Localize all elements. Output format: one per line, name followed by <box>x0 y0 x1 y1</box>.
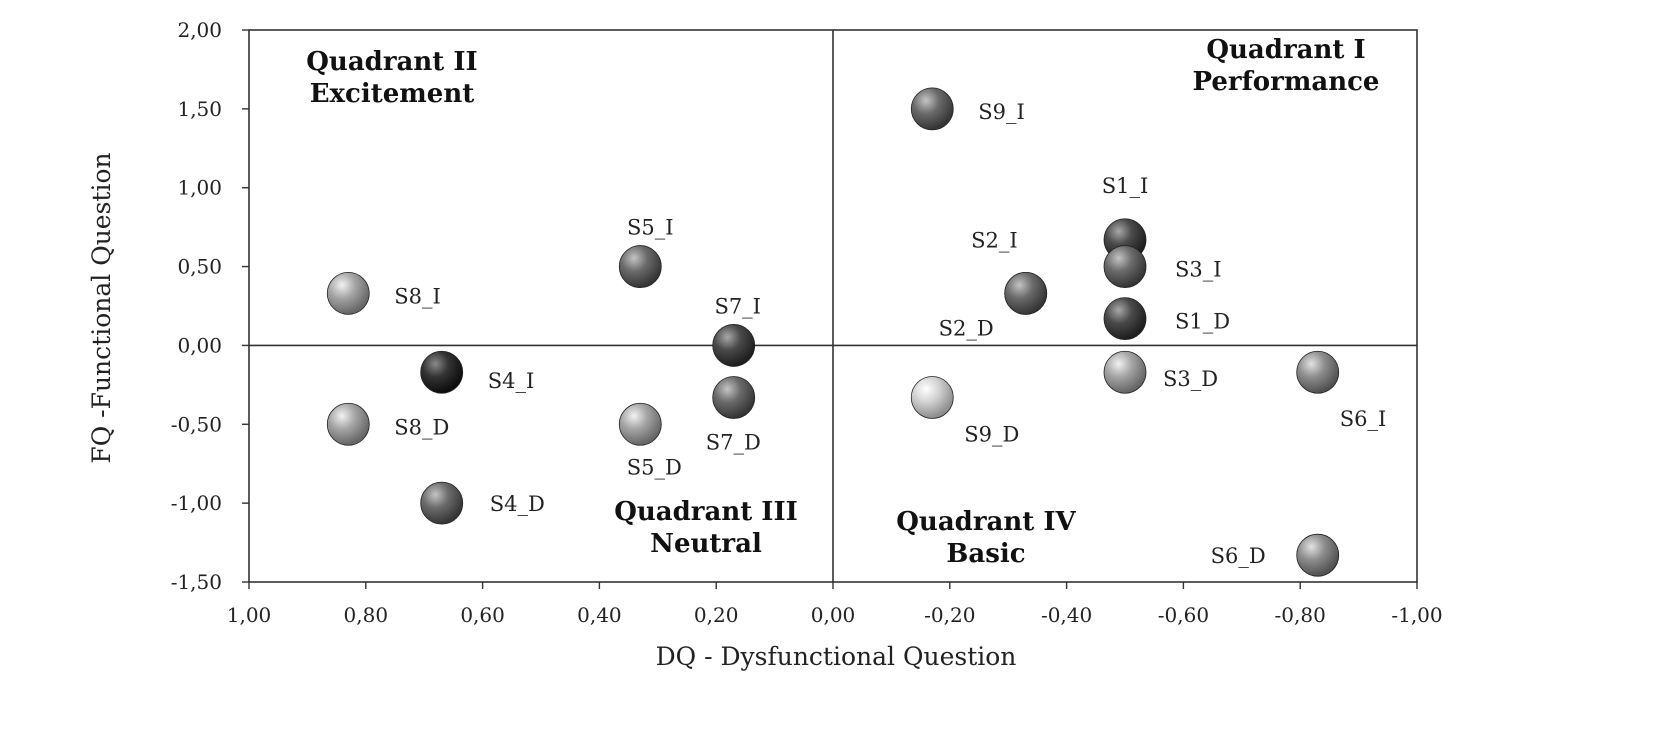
point-s5-d <box>618 402 662 446</box>
point-label-s2-d: S2_D <box>939 316 994 340</box>
point-label-s1-i: S1_I <box>1102 174 1149 198</box>
point-label-s2-i: S2_I <box>971 228 1018 252</box>
quadrant-1-label-line1: Quadrant I <box>1206 35 1365 65</box>
point-label-s4-i: S4_I <box>488 369 535 393</box>
point-label-s5-d: S5_D <box>627 455 682 479</box>
y-tick-label: -1,50 <box>171 570 222 594</box>
point-s4-d <box>420 481 464 525</box>
point-label-s6-d: S6_D <box>1211 544 1266 568</box>
data-points <box>326 87 1340 577</box>
x-tick-label: -0,80 <box>1275 603 1326 627</box>
point-s9-i <box>910 87 954 131</box>
quadrant-2-label-line1: Quadrant II <box>306 47 477 77</box>
point-s3-i <box>1103 245 1147 288</box>
y-axis-title: FQ -Functional Question <box>87 152 116 463</box>
point-s1-d <box>1103 297 1147 341</box>
quadrant-3-label-line2: Neutral <box>650 529 762 559</box>
y-tick-label: 1,00 <box>177 176 222 200</box>
quadrant-1-label-line2: Performance <box>1193 67 1380 97</box>
x-axis-title: DQ - Dysfunctional Question <box>656 642 1017 671</box>
point-s7-i <box>712 324 756 367</box>
y-tick-label: 1,50 <box>177 97 222 121</box>
axes-layer: 1,00 0,80 0,60 0,40 0,20 0,00 -0,20 -0,40 -0,60 -… <box>171 18 1443 627</box>
quadrant-4-label-line1: Quadrant IV <box>896 507 1076 537</box>
quadrant-2-label-line2: Excitement <box>310 79 475 109</box>
point-label-s7-i: S7_I <box>714 294 761 318</box>
x-tick-label: 0,80 <box>344 603 389 627</box>
point-label-s3-i: S3_I <box>1175 258 1222 282</box>
point-s8-d <box>326 402 370 446</box>
x-tick-label: 0,60 <box>460 603 505 627</box>
point-label-s9-i: S9_I <box>978 100 1025 124</box>
y-tick-label: -0,50 <box>171 412 222 436</box>
point-s3-d <box>1103 350 1147 394</box>
point-label-s5-i: S5_I <box>627 216 674 240</box>
y-tick-label: 2,00 <box>177 18 222 42</box>
point-s9-d <box>910 376 954 419</box>
point-s4-i <box>420 350 464 394</box>
x-tick-label: -1,00 <box>1391 603 1442 627</box>
x-tick-label: -0,40 <box>1041 603 1092 627</box>
point-label-s1-d: S1_D <box>1175 310 1230 334</box>
x-tick-label: -0,60 <box>1158 603 1209 627</box>
point-label-s4-d: S4_D <box>490 492 545 516</box>
quadrant-4-label-line2: Basic <box>946 539 1025 569</box>
point-s7-d <box>712 376 756 419</box>
point-s8-i <box>326 271 370 315</box>
point-label-s8-i: S8_I <box>394 284 441 308</box>
point-s5-i <box>618 245 662 288</box>
point-label-s8-d: S8_D <box>394 415 449 439</box>
x-tick-label: 0,20 <box>694 603 739 627</box>
x-tick-label: 0,40 <box>577 603 622 627</box>
point-label-s3-d: S3_D <box>1163 367 1218 391</box>
point-label-s7-d: S7_D <box>706 430 761 454</box>
y-tick-label: 0,00 <box>177 333 222 357</box>
x-tick-label: -0,20 <box>924 603 975 627</box>
point-labels: S1_I S1_D S2_I S2_D S3_I S3_D S4_I S4_D S5_I S5_D… <box>394 100 1386 568</box>
point-s6-i <box>1296 350 1340 394</box>
point-s6-d <box>1296 533 1340 577</box>
point-s2-d <box>1004 271 1048 315</box>
y-tick-label: -1,00 <box>171 491 222 515</box>
point-label-s9-d: S9_D <box>964 422 1019 446</box>
point-label-s6-i: S6_I <box>1340 407 1387 431</box>
quadrant-3-label-line1: Quadrant III <box>614 497 798 527</box>
x-tick-label: 0,00 <box>811 603 856 627</box>
y-tick-label: 0,50 <box>177 255 222 279</box>
x-tick-label: 1,00 <box>227 603 272 627</box>
